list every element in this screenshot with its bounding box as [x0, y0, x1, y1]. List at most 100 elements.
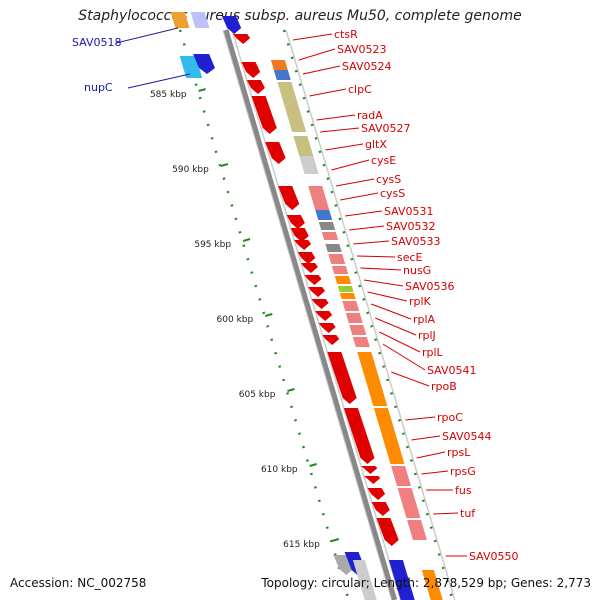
blue-label-leader	[115, 27, 179, 44]
red-label-leader	[360, 267, 402, 271]
gene-label-red: rpoC	[437, 411, 463, 424]
gene-label-red: SAV0541	[427, 364, 477, 377]
reverse-gene-arrow	[315, 311, 333, 321]
forward-gene-arrow	[193, 54, 216, 74]
gene-lane-bar	[331, 266, 349, 274]
gene-lane-bar	[334, 276, 352, 284]
red-label-leader	[356, 255, 396, 258]
gene-lane-bar	[273, 70, 291, 80]
red-label-leader	[382, 343, 426, 371]
red-label-leader	[309, 88, 347, 97]
gene-lane-bar	[407, 520, 427, 540]
reverse-gene-arrow	[251, 96, 277, 134]
gene-lane-bar	[342, 301, 360, 311]
reverse-gene-arrow	[241, 62, 261, 78]
gene-label-red: SAV0550	[469, 550, 519, 563]
gene-lane-bar	[315, 210, 333, 220]
red-label-leader	[405, 416, 436, 421]
backbone-line	[223, 29, 398, 600]
gene-label-red: gltX	[365, 138, 387, 151]
red-label-leader	[292, 33, 333, 41]
red-label-leader	[363, 279, 404, 287]
reverse-gene-arrow	[361, 466, 378, 474]
outer-dotted-ring	[282, 29, 454, 600]
gene-label-red: SAV0532	[386, 220, 436, 233]
gene-label-red: SAV0527	[361, 122, 411, 135]
gene-label-red: SAV0544	[442, 430, 492, 443]
forward-gene-block	[352, 560, 377, 600]
ruler-tick-label: 595 kbp	[194, 240, 231, 250]
gene-lane-bar	[345, 313, 363, 323]
reverse-gene-arrow	[286, 215, 305, 229]
reverse-gene-arrow	[327, 352, 357, 404]
red-label-leader	[344, 210, 383, 217]
gene-lane-bar	[337, 286, 354, 292]
reverse-gene-arrow	[367, 488, 386, 500]
gene-label-red: rplL	[422, 346, 444, 359]
red-label-leader	[379, 331, 421, 353]
gene-label-red: rpsG	[450, 465, 476, 478]
gene-lane-bar	[391, 466, 411, 486]
forward-gene-arrow	[221, 16, 242, 34]
gene-label-red: SAV0524	[342, 60, 392, 73]
gene-lane-bar	[293, 136, 314, 156]
gene-lane-bar	[299, 156, 319, 174]
reverse-gene-arrow	[304, 275, 322, 285]
ruler-tick	[309, 463, 317, 467]
gene-label-red: SAV0536	[405, 280, 455, 293]
red-label-leader	[336, 178, 375, 187]
red-label-leader	[375, 317, 417, 336]
gene-lane-bar	[270, 60, 288, 70]
gene-label-red: SAV0533	[391, 235, 441, 248]
forward-gene-block	[170, 12, 190, 28]
gene-lane-bar	[352, 337, 370, 347]
reverse-gene-arrow	[311, 299, 329, 309]
red-label-leader	[349, 225, 385, 231]
ruler-tick-label: 615 kbp	[283, 540, 320, 550]
gene-lane-bar	[321, 232, 339, 240]
red-label-leader	[331, 159, 370, 171]
reverse-gene-arrow	[294, 240, 312, 250]
reverse-gene-arrow	[265, 142, 286, 164]
reverse-gene-arrow	[246, 80, 265, 94]
red-label-leader	[320, 127, 360, 133]
gene-label-red: nusG	[403, 264, 431, 277]
reverse-gene-arrow	[371, 502, 390, 516]
red-label-leader	[325, 143, 364, 151]
gene-label-red: secE	[397, 251, 423, 264]
gene-label-blue: nupC	[84, 81, 113, 94]
gene-lane-bar	[373, 408, 405, 464]
reverse-gene-arrow	[300, 263, 318, 273]
ruler-tick-label: 605 kbp	[239, 390, 276, 400]
reverse-gene-arrow	[233, 34, 251, 44]
gene-lane-bar	[318, 222, 336, 230]
gene-lane-bar	[421, 570, 443, 600]
ruler-tick-label: 585 kbp	[150, 90, 187, 100]
red-label-leader	[416, 451, 446, 459]
gene-label-red: SAV0523	[337, 43, 387, 56]
reverse-gene-arrow	[318, 323, 336, 333]
ruler-tick	[198, 88, 206, 92]
gene-lane-bar	[285, 110, 307, 132]
reverse-gene-arrow	[322, 335, 340, 345]
red-label-leader	[411, 435, 441, 441]
outer-band-edge	[285, 29, 456, 600]
reverse-gene-arrow	[308, 287, 326, 297]
ruler-tick	[264, 313, 273, 317]
red-label-leader	[302, 65, 341, 75]
gene-label-red: tuf	[460, 507, 476, 520]
red-label-leader	[433, 512, 459, 515]
gene-label-red: fus	[455, 484, 472, 497]
ruler-tick-label: 590 kbp	[172, 165, 209, 175]
gene-lane-bar	[328, 254, 346, 264]
gene-label-red: rplA	[413, 313, 436, 326]
red-label-leader	[353, 240, 390, 245]
ruler-tick	[220, 163, 229, 167]
gene-label-blue: SAV0518	[72, 36, 122, 49]
gene-lane-bar	[349, 325, 367, 335]
reverse-gene-arrow	[343, 408, 375, 464]
red-label-leader	[370, 303, 412, 320]
backbone-edge	[222, 29, 393, 600]
gene-lane-bar	[308, 186, 330, 210]
